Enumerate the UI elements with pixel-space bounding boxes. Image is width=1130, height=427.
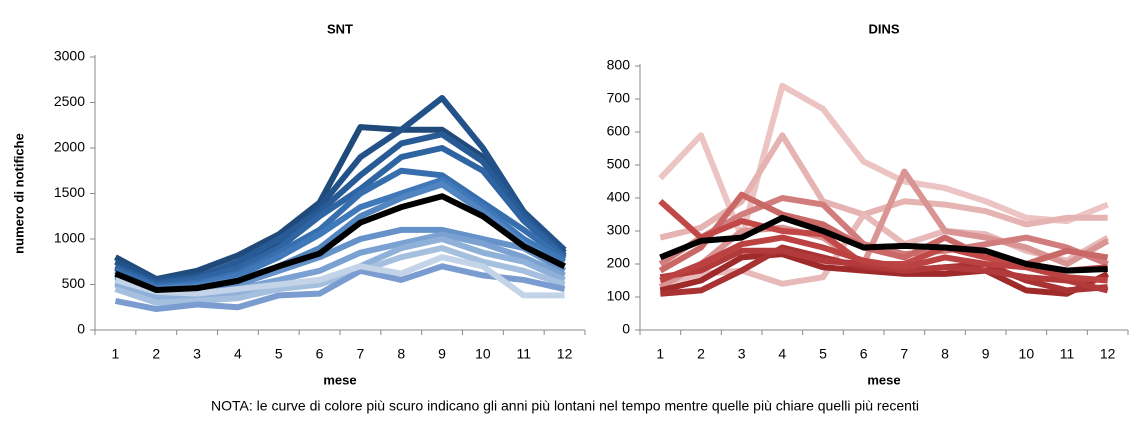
series-line [114, 263, 566, 313]
x-tick-label: 4 [778, 346, 786, 362]
x-tick-label: 10 [475, 346, 491, 362]
x-tick-label: 6 [316, 346, 324, 362]
series-line [114, 193, 566, 293]
chart-title: SNT [327, 21, 353, 36]
y-axis-label: numero di notifiche [11, 133, 26, 254]
series-line [659, 214, 1108, 274]
x-tick-label: 5 [275, 346, 283, 362]
y-tick-label: 400 [607, 189, 631, 205]
note: NOTA: le curve di colore più scuro indic… [211, 398, 919, 414]
y-tick-label: 1000 [54, 230, 85, 246]
x-tick-label: 3 [193, 346, 201, 362]
x-tick-label: 6 [860, 346, 868, 362]
series-line [659, 247, 1109, 294]
y-tick-label: 600 [607, 123, 631, 139]
x-tick-label: 9 [982, 346, 990, 362]
y-tick-label: 100 [607, 288, 631, 304]
series-line [659, 251, 1109, 297]
y-tick-label: 3000 [54, 48, 85, 64]
y-tick-label: 300 [607, 222, 631, 238]
series-line [114, 254, 565, 299]
x-tick-label: 1 [656, 346, 664, 362]
x-tick-label: 7 [900, 346, 908, 362]
y-tick-label: 2000 [54, 139, 85, 155]
x-tick-label: 4 [234, 346, 242, 362]
x-tick-label: 12 [1100, 346, 1116, 362]
series-line [659, 234, 1108, 284]
x-tick-label: 5 [819, 346, 827, 362]
series-line [658, 191, 1109, 274]
y-tick-label: 500 [607, 156, 631, 172]
y-tick-label: 500 [62, 275, 86, 291]
x-tick-label: 10 [1019, 346, 1035, 362]
chart-title: DINS [868, 21, 899, 36]
y-tick-label: 2500 [54, 93, 85, 109]
x-tick-label: 8 [941, 346, 949, 362]
y-tick-label: 200 [607, 255, 631, 271]
x-tick-label: 3 [738, 346, 746, 362]
y-tick-label: 700 [607, 90, 631, 106]
y-tick-label: 1500 [54, 184, 85, 200]
x-tick-label: 12 [557, 346, 573, 362]
x-tick-label: 7 [357, 346, 365, 362]
x-tick-label: 8 [397, 346, 405, 362]
y-tick-label: 0 [77, 321, 85, 337]
x-tick-label: 11 [1060, 346, 1075, 362]
series-line [114, 245, 566, 306]
x-tick-label: 2 [152, 346, 160, 362]
x-tick-label: 11 [516, 346, 531, 362]
series-line [114, 145, 567, 288]
x-tick-label: 2 [697, 346, 705, 362]
y-tick-label: 0 [622, 321, 630, 337]
x-tick-label: 9 [438, 346, 446, 362]
y-tick-label: 800 [607, 57, 631, 73]
x-axis-label: mese [867, 372, 900, 387]
x-tick-label: 1 [112, 346, 120, 362]
x-axis-label: mese [323, 372, 356, 387]
